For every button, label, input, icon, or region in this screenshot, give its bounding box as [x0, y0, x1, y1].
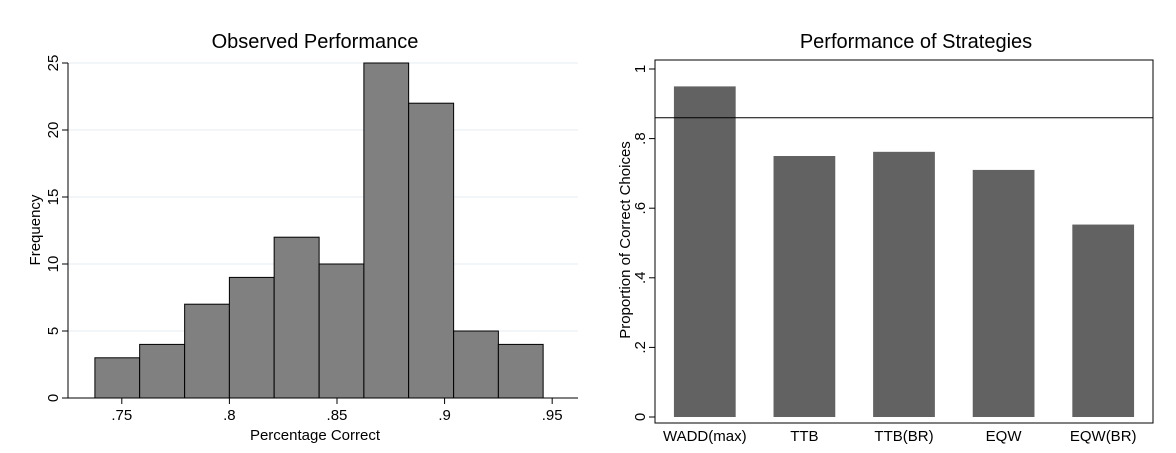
histogram-bars	[94, 62, 544, 399]
x-category-label: TTB(BR)	[874, 428, 933, 445]
x-category-label: TTB	[790, 428, 818, 445]
histogram-panel: Observed Performance Frequency Percentag…	[0, 0, 586, 453]
y-tick-label: 20	[45, 122, 62, 139]
y-axis-label: Frequency	[27, 194, 44, 265]
y-tick-label: 5	[45, 327, 62, 335]
y-tick-label: 25	[45, 55, 62, 72]
histogram-bar	[273, 236, 320, 399]
x-axis-label: Percentage Correct	[250, 427, 381, 444]
histogram-chart: Observed Performance Frequency Percentag…	[27, 31, 578, 444]
y-tick-label: .2	[632, 341, 649, 354]
y-tick-label: 15	[45, 189, 62, 206]
x-tick-label: .95	[542, 407, 563, 424]
y-tick-label: .6	[632, 202, 649, 215]
histogram-bar	[318, 263, 365, 399]
histogram-bar	[363, 62, 410, 399]
strategy-bar	[773, 156, 836, 417]
y-tick-label: 10	[45, 256, 62, 273]
x-category-label: WADD(max)	[663, 428, 747, 445]
strategy-bar-panel: Performance of Strategies Proportion of …	[600, 0, 1176, 453]
strategy-bar	[873, 151, 935, 417]
y-tick-label: .8	[632, 132, 649, 145]
y-tick-label: 1	[632, 65, 649, 73]
histogram-bar	[228, 276, 275, 399]
plot-frame	[654, 59, 1154, 424]
chart-title: Observed Performance	[212, 31, 419, 53]
y-tick-label: .4	[632, 272, 649, 285]
histogram-bar	[497, 343, 544, 399]
axes: WADD(max) TTB TTB(BR) EQW EQW(BR) 0 .2 .4 .6 .8 1	[632, 65, 1153, 445]
chart-title: Performance of Strategies	[800, 31, 1032, 53]
axes: 0 5 10 15 20 25 .75 .8 .85 .9 .95	[45, 55, 578, 424]
strategy-bar	[1072, 224, 1135, 417]
histogram-bar	[94, 357, 141, 399]
x-tick-label: .75	[111, 407, 132, 424]
x-tick-label: .9	[438, 407, 451, 424]
histogram-bar	[139, 343, 186, 399]
x-category-label: EQW	[986, 428, 1023, 445]
y-axis-label: Proportion of Correct Choices	[617, 141, 634, 339]
strategy-bar	[673, 86, 736, 418]
x-tick-label: .8	[223, 407, 236, 424]
histogram-bar	[408, 102, 455, 399]
y-tick-label: 0	[45, 394, 62, 402]
y-tick-label: 0	[632, 413, 649, 421]
strategy-bar-chart: Performance of Strategies Proportion of …	[617, 31, 1154, 445]
x-tick-label: .85	[327, 407, 348, 424]
strategy-bars	[673, 86, 1135, 418]
strategy-bar	[972, 169, 1035, 417]
histogram-bar	[453, 330, 499, 399]
x-category-label: EQW(BR)	[1070, 428, 1137, 445]
histogram-bar	[184, 303, 230, 399]
